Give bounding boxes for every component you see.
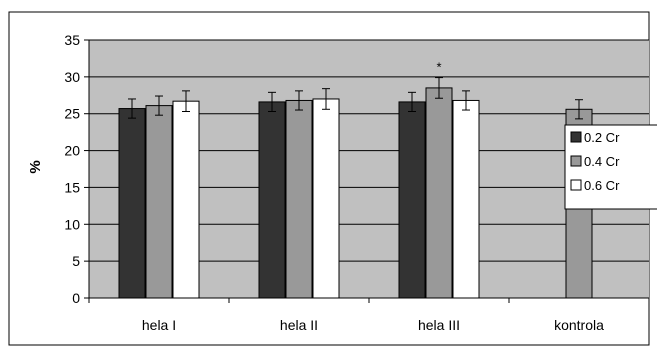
y-tick-label: 25	[64, 106, 80, 122]
annotations: *	[436, 60, 441, 75]
significance-marker: *	[436, 60, 441, 75]
legend-swatch	[570, 179, 582, 191]
bar	[258, 101, 286, 299]
error-bars	[128, 77, 583, 120]
y-tick-label: 15	[64, 179, 80, 195]
x-tick-label: kontrola	[554, 317, 604, 333]
x-tick-label: hela I	[142, 317, 176, 333]
legend: 0.2 Cr 0.4 Cr 0.6 Cr	[564, 124, 657, 210]
bar	[145, 105, 173, 299]
y-tick-label: 0	[72, 290, 80, 306]
legend-label: 0.4 Cr	[584, 154, 620, 169]
bar	[425, 87, 453, 299]
y-axis-label: %	[27, 160, 44, 173]
legend-swatch	[570, 155, 582, 167]
axes	[84, 39, 650, 303]
bar	[118, 108, 146, 299]
bar	[398, 101, 426, 299]
y-tick-label: 35	[64, 32, 80, 48]
x-tick-label: hela II	[280, 317, 318, 333]
y-tick-label: 30	[64, 69, 80, 85]
legend-label: 0.6 Cr	[584, 178, 620, 193]
y-tick-label: 10	[64, 216, 80, 232]
x-tick-label: hela III	[418, 317, 460, 333]
x-tick-labels: hela I hela II hela III kontrola	[142, 317, 604, 333]
bar	[172, 100, 200, 299]
bar	[312, 98, 340, 299]
legend-swatch	[570, 131, 582, 143]
y-tick-label: 20	[64, 143, 80, 159]
bar	[452, 99, 480, 299]
legend-label: 0.2 Cr	[584, 130, 620, 145]
bar	[285, 99, 313, 299]
y-tick-labels: 0 5 10 15 20 25 30 35	[64, 32, 80, 306]
y-tick-label: 5	[72, 253, 80, 269]
